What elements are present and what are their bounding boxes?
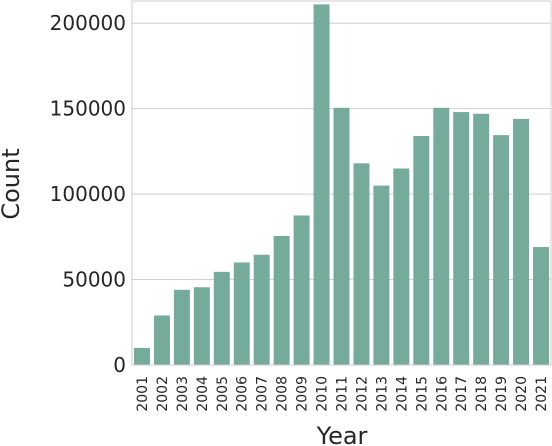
bar	[333, 107, 350, 366]
bar	[493, 135, 510, 365]
x-tick-label: 2017	[454, 376, 470, 412]
bar	[473, 113, 490, 366]
x-tick-label: 2005	[215, 376, 231, 412]
x-tick-label: 2010	[315, 376, 331, 412]
x-tick-label: 2014	[394, 376, 410, 412]
x-tick-labels: 2001 2002 2003 2004 2005 2006 2007 2008 2009 2010…	[135, 376, 550, 412]
bar	[513, 118, 530, 365]
x-tick-label: 2019	[494, 376, 510, 412]
y-tick-label: 200000	[50, 11, 126, 35]
x-tick-label: 2008	[275, 376, 291, 412]
bar	[173, 289, 190, 365]
x-tick-label: 2009	[295, 376, 311, 412]
bar	[313, 4, 330, 365]
bar	[213, 271, 230, 365]
x-tick-label: 2002	[155, 376, 171, 412]
bar	[433, 107, 450, 366]
x-tick-label: 2021	[534, 376, 550, 412]
x-tick-label: 2018	[474, 376, 490, 412]
bar	[193, 287, 210, 365]
y-tick-label: 150000	[50, 97, 126, 121]
bar	[453, 112, 470, 366]
x-tick-label: 2006	[235, 376, 251, 412]
x-tick-label: 2001	[135, 376, 151, 412]
bar	[413, 136, 430, 365]
bars	[133, 4, 550, 366]
x-tick-label: 2011	[335, 376, 351, 412]
y-tick-labels: 0 50000 100000 150000 200000	[50, 11, 126, 377]
y-tick-label: 0	[113, 353, 126, 377]
bar	[353, 163, 370, 365]
bar	[533, 247, 550, 365]
bar	[273, 235, 290, 365]
x-tick-label: 2020	[514, 376, 530, 412]
y-tick-label: 50000	[62, 268, 126, 292]
bar	[153, 315, 170, 365]
x-tick-label: 2003	[175, 376, 191, 412]
bar	[293, 215, 310, 365]
bar	[373, 185, 390, 365]
bar	[233, 262, 250, 365]
bar	[133, 347, 150, 365]
bar	[393, 168, 410, 365]
y-tick-label: 100000	[50, 182, 126, 206]
bar	[253, 254, 270, 365]
x-tick-label: 2015	[414, 376, 430, 412]
x-tick-label: 2012	[354, 376, 370, 412]
x-axis-label: Year	[316, 422, 368, 446]
plot-frame	[131, 0, 552, 366]
x-tick-label: 2007	[255, 376, 271, 412]
x-tick-label: 2004	[195, 376, 211, 412]
x-tick-label: 2016	[434, 376, 450, 412]
y-axis-label: Count	[0, 148, 25, 219]
x-tick-label: 2013	[374, 376, 390, 412]
